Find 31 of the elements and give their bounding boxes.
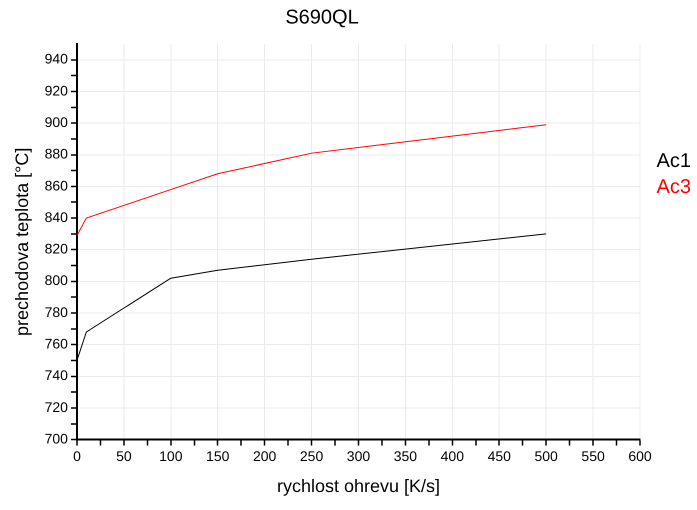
x-tick-label: 0	[73, 448, 82, 464]
y-tick-label: 780	[44, 304, 68, 320]
y-tick-label: 880	[44, 146, 68, 162]
y-axis-title: prechodova teplota [°C]	[12, 148, 32, 336]
x-tick-label: 300	[346, 448, 370, 464]
y-tick-label: 840	[44, 208, 68, 225]
y-tick-label: 800	[44, 272, 68, 288]
y-tick-label: 940	[44, 50, 68, 67]
y-tick-label: 820	[44, 240, 68, 257]
x-tick-label: 350	[394, 448, 418, 464]
x-tick-label: 450	[488, 448, 512, 464]
y-tick-label: 700	[44, 430, 68, 446]
x-tick-label: 550	[581, 448, 605, 464]
y-tick-label: 740	[44, 367, 68, 384]
x-tick-label: 250	[300, 448, 324, 464]
x-tick-label: 50	[116, 448, 132, 464]
x-tick-label: 400	[440, 448, 464, 464]
text: Ac1	[656, 149, 691, 174]
chart-title: S690QL	[285, 6, 359, 29]
y-tick-label: 720	[44, 398, 68, 415]
x-tick-label: 200	[252, 448, 277, 464]
y-tick-label: 900	[44, 114, 68, 130]
y-tick-label: 920	[44, 82, 68, 98]
x-tick-label: 150	[206, 448, 230, 464]
x-tick-label: 600	[628, 448, 652, 464]
x-axis-title: rychlost ohrevu [K/s]	[276, 476, 440, 496]
y-tick-label: 760	[44, 336, 68, 352]
y-tick-label: 860	[44, 177, 68, 194]
text: Ac3	[656, 175, 691, 200]
x-tick-label: 100	[159, 448, 183, 464]
x-tick-label: 500	[534, 448, 558, 464]
